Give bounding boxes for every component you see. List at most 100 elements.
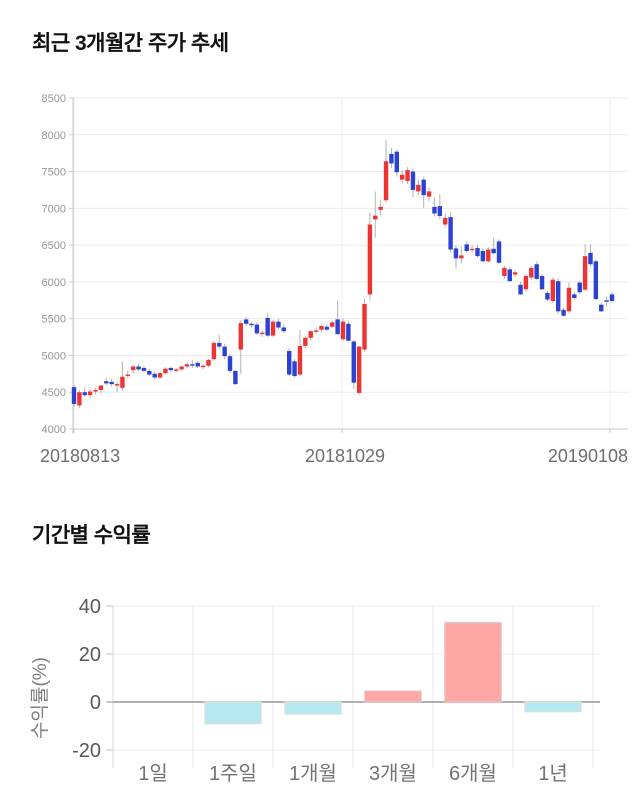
candle <box>534 264 539 279</box>
returns-category-label: 6개월 <box>449 762 497 785</box>
candle <box>512 272 518 275</box>
y-axis-tick-label: 6000 <box>42 277 66 289</box>
candle <box>351 341 356 383</box>
returns-category-label: 3개월 <box>369 762 417 785</box>
candle <box>443 217 448 225</box>
candle <box>147 370 152 375</box>
returns-category-label: 1일 <box>138 762 168 785</box>
candle <box>157 373 163 378</box>
candle <box>249 323 254 326</box>
return-bar <box>524 701 582 713</box>
candle <box>491 248 496 254</box>
y-axis-tick-label: 7500 <box>42 167 66 179</box>
candle <box>518 284 523 295</box>
y-axis-tick-label: 4000 <box>42 424 66 436</box>
candle <box>109 381 114 385</box>
price-chart-title: 최근 3개월간 주가 추세 <box>32 32 229 55</box>
candle <box>87 391 93 396</box>
candle <box>545 292 550 300</box>
candle <box>599 304 604 312</box>
candle <box>265 317 270 336</box>
candle <box>125 374 130 376</box>
returns-category-label: 1개월 <box>289 762 337 785</box>
return-bar <box>284 701 342 715</box>
candle <box>496 241 502 263</box>
candle <box>287 351 292 375</box>
candle <box>486 249 491 262</box>
candle <box>168 367 174 371</box>
returns-category-label: 1주일 <box>209 762 257 785</box>
candle <box>604 300 609 302</box>
candle <box>550 279 556 302</box>
candle <box>184 364 190 367</box>
candle <box>130 366 136 371</box>
candle <box>464 244 469 251</box>
candle <box>367 224 373 295</box>
candle <box>238 323 243 350</box>
candle <box>378 206 383 210</box>
candle <box>577 282 582 293</box>
candle <box>104 381 109 384</box>
candle <box>475 248 480 257</box>
returns-y-tick-label: -20 <box>72 740 101 762</box>
candle <box>276 321 281 328</box>
candle <box>200 365 206 368</box>
candle <box>195 362 200 367</box>
candle <box>609 294 615 302</box>
candle <box>206 359 211 366</box>
candle <box>405 170 410 182</box>
candle <box>459 255 464 259</box>
y-axis-tick-label: 8500 <box>42 93 66 105</box>
candle <box>335 319 340 335</box>
candle <box>346 323 351 341</box>
returns-y-axis-label: 수익률(%) <box>29 657 51 739</box>
return-bar <box>204 701 262 725</box>
candle <box>383 161 389 201</box>
candle <box>356 346 362 393</box>
candle <box>324 326 330 330</box>
candle <box>211 342 217 360</box>
y-axis-tick-label: 5500 <box>42 314 66 326</box>
y-axis-tick-label: 5000 <box>42 350 66 362</box>
candle <box>529 267 534 278</box>
candle <box>163 368 168 374</box>
candle <box>410 171 416 190</box>
candle <box>394 151 399 173</box>
candle <box>593 261 599 300</box>
candle <box>399 174 405 180</box>
candle <box>141 367 147 371</box>
candle <box>437 206 443 217</box>
candle <box>502 267 507 277</box>
candle <box>480 250 486 262</box>
x-axis-date-label: 20190108 <box>548 446 628 466</box>
y-axis-tick-label: 6500 <box>42 240 66 252</box>
candle <box>120 376 125 388</box>
returns-y-tick-label: 40 <box>79 596 101 618</box>
candle <box>507 269 512 282</box>
candle <box>389 153 394 164</box>
candle <box>292 361 297 377</box>
returns-chart-title: 기간별 수익률 <box>32 524 151 547</box>
candle <box>330 322 335 327</box>
y-axis-tick-label: 4500 <box>42 387 66 399</box>
y-axis-tick-label: 7000 <box>42 203 66 215</box>
candle <box>152 373 157 378</box>
candle <box>217 342 222 347</box>
candle <box>114 384 120 386</box>
return-bar <box>444 622 502 703</box>
candle <box>281 327 287 332</box>
candle <box>77 392 82 406</box>
candle <box>426 191 432 197</box>
candle <box>373 215 378 220</box>
candle <box>136 366 141 370</box>
candle <box>174 369 179 371</box>
x-axis-date-label: 20180813 <box>40 446 120 466</box>
candle <box>98 385 104 391</box>
candle <box>179 366 184 370</box>
candle <box>362 303 367 350</box>
candle <box>448 217 453 250</box>
candle <box>416 184 421 192</box>
price-candlestick-chart: 8500 8000 7500 7000 6500 6000 5500 5000 4500 4000… <box>40 93 628 466</box>
returns-y-tick-label: 20 <box>79 644 101 666</box>
candle <box>270 321 276 336</box>
